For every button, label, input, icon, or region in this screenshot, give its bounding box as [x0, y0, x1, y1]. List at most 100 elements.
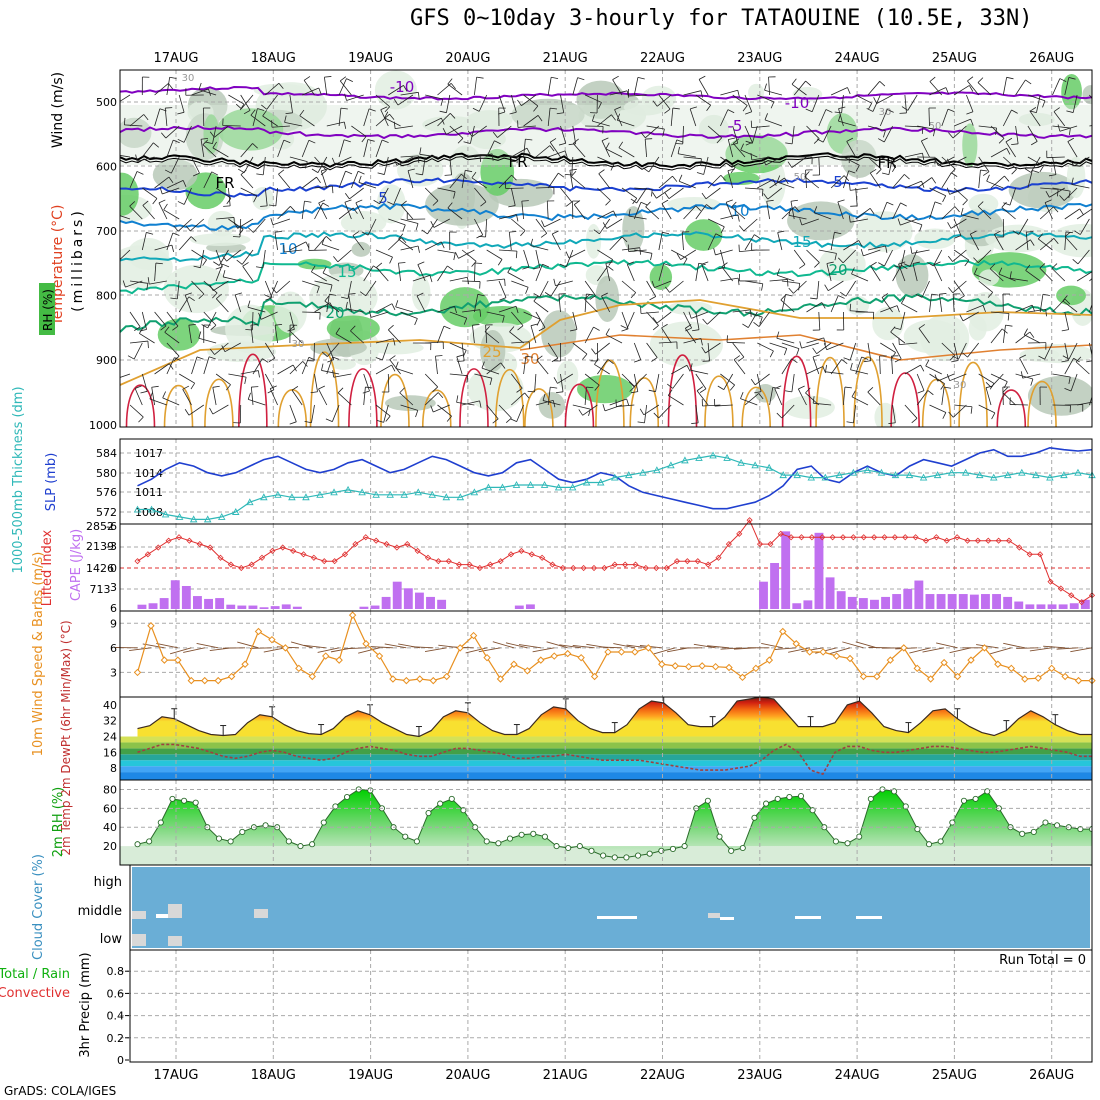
- slp-line: [137, 446, 1093, 510]
- wind-barb-feather: [559, 263, 567, 268]
- wind-barb: [658, 232, 663, 251]
- wind-barb: [1015, 79, 1026, 96]
- thickness-point: [723, 453, 731, 461]
- wind-barb: [605, 263, 611, 282]
- wind-barb: [994, 234, 1004, 251]
- wind-barb-feather: [954, 206, 960, 213]
- wind-barb: [822, 125, 832, 143]
- wind-barb-feather: [196, 356, 204, 360]
- wind-barb-feather: [112, 147, 113, 154]
- surface-wind-barb: [976, 644, 998, 649]
- wind-barb-feather: [467, 277, 470, 285]
- wind-barb: [901, 303, 918, 313]
- contour-30: [519, 334, 1092, 361]
- wind-barb-feather: [967, 76, 974, 82]
- wind-barb: [184, 295, 192, 313]
- wind-barb: [240, 94, 251, 111]
- wind-barb: [275, 187, 278, 206]
- wind-barb-feather: [664, 286, 670, 293]
- wind-barb-feather: [311, 168, 319, 173]
- wind-barb-feather: [989, 263, 996, 270]
- wind-barb: [326, 121, 345, 127]
- wind-barb: [876, 94, 893, 104]
- lifted-index-point: [414, 547, 421, 554]
- wind-barb: [867, 125, 886, 132]
- wind-barb: [203, 311, 217, 326]
- wind-barb: [400, 311, 418, 319]
- lifted-index-point: [528, 551, 535, 558]
- wind-barb: [318, 202, 328, 220]
- date-label-top: 20AUG: [445, 51, 490, 66]
- wind-barb: [884, 249, 893, 267]
- wind-barb-feather: [544, 292, 552, 297]
- wind-barb-feather: [389, 355, 396, 361]
- wind-barb: [311, 271, 328, 282]
- wind-barb-feather: [268, 204, 276, 207]
- date-label-bottom: 18AUG: [251, 1068, 296, 1083]
- wind-barb-feather: [574, 200, 581, 205]
- rh-shade: [207, 210, 237, 237]
- warm-contour: [421, 389, 452, 427]
- wind-barb-feather: [235, 292, 243, 296]
- wind-barb: [393, 187, 401, 205]
- wind-barb: [953, 187, 968, 201]
- wind-speed-point: [322, 652, 330, 660]
- wind-barb-feather: [788, 208, 791, 216]
- wind-barb: [661, 203, 672, 220]
- cape-bar: [148, 603, 158, 609]
- wind-barb-feather: [393, 158, 398, 166]
- wind-barb-feather: [947, 255, 953, 262]
- wind-barb-feather: [618, 141, 624, 148]
- rh-point: [192, 799, 199, 806]
- rh-point: [518, 831, 525, 838]
- wind-barb: [486, 140, 495, 158]
- surface-wind-barb: [909, 647, 931, 654]
- wind-barb: [253, 218, 266, 233]
- warm-contour: [380, 374, 410, 427]
- wind-barb: [612, 79, 623, 96]
- wind-barb-feather: [443, 325, 451, 330]
- wind-barb: [182, 389, 192, 406]
- wind-speed-point: [604, 648, 612, 656]
- wind-barb-feather: [393, 98, 399, 106]
- wind-tick: 9: [110, 617, 117, 630]
- wind-barb-feather: [127, 355, 135, 360]
- wind-barb: [830, 87, 848, 96]
- wind-barb: [654, 280, 672, 288]
- thickness-point: [765, 463, 773, 471]
- wind-barb: [978, 125, 997, 129]
- wind-barb: [881, 297, 893, 313]
- wind-speed-point: [698, 662, 706, 670]
- wind-barb-feather: [375, 357, 383, 361]
- wind-barb: [511, 341, 530, 344]
- wind-barb: [1052, 125, 1071, 129]
- wind-barb-feather: [754, 391, 762, 394]
- wind-barb: [203, 171, 213, 189]
- lifted-index-point: [891, 534, 898, 541]
- wind-barb: [851, 396, 869, 406]
- wind-barb-feather: [536, 319, 541, 326]
- wind-barb-feather: [737, 278, 740, 286]
- wind-barb-feather: [240, 169, 247, 175]
- wind-speed-point: [671, 662, 679, 670]
- wind-barb-feather: [788, 287, 794, 294]
- wind-barb: [695, 404, 699, 423]
- wind-barb-feather: [1095, 402, 1096, 409]
- wind-barb: [867, 245, 886, 251]
- wind-barb: [918, 328, 930, 344]
- lifted-index-point: [362, 534, 369, 541]
- lifted-index-point: [881, 534, 888, 541]
- wind-barb: [461, 170, 466, 189]
- wind-barb-feather: [321, 168, 329, 172]
- wind-barb: [805, 170, 807, 189]
- wind-barb-feather: [921, 137, 928, 142]
- wind-barb-feather: [208, 88, 211, 96]
- wind-barb: [355, 202, 365, 220]
- wind-barb-feather: [912, 261, 920, 264]
- thickness-point: [933, 471, 942, 479]
- warm-contour: [204, 378, 234, 427]
- wind-barb-feather: [896, 305, 900, 313]
- wind-barb-feather: [525, 287, 529, 294]
- wind-barb-feather: [516, 214, 519, 222]
- wind-barb: [486, 311, 505, 317]
